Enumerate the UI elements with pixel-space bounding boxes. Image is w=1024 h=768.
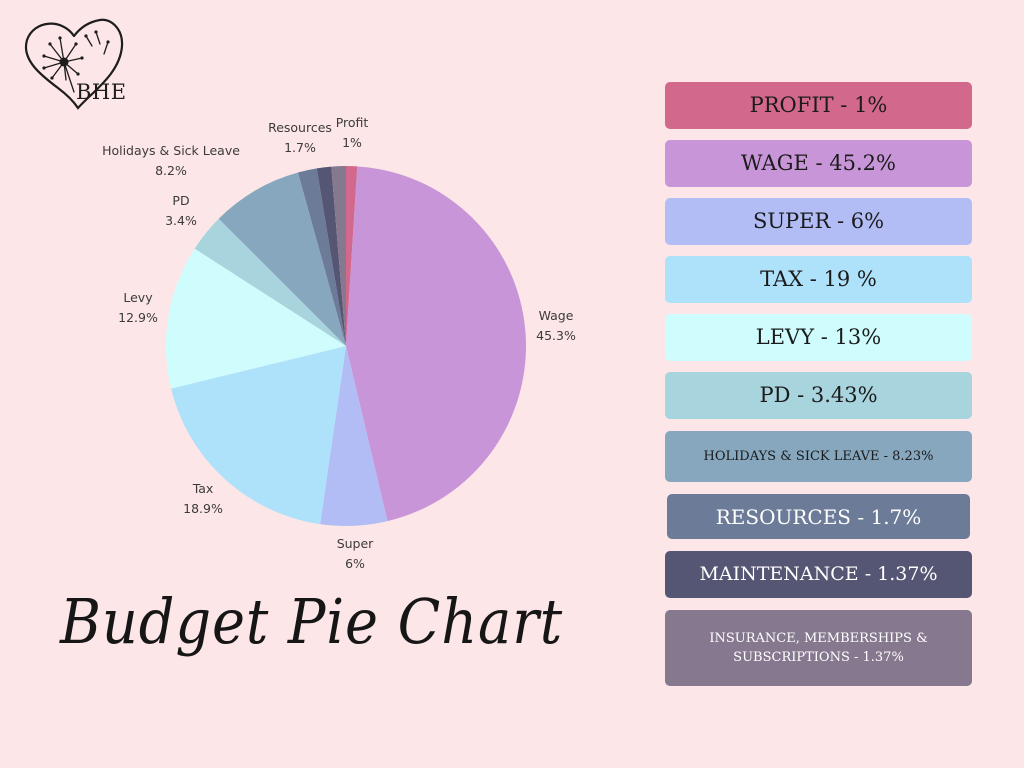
- legend-item: LEVY - 13%: [665, 314, 972, 361]
- pie-chart: Profit 1% Wage 45.3% Super 6% Tax 18.9% Levy 12.9…: [102, 115, 576, 571]
- pie-slice-wage: [346, 166, 526, 522]
- legend-item: RESOURCES - 1.7%: [667, 494, 970, 539]
- pie-label-name: PD: [172, 193, 189, 208]
- pie-slice-tax: [171, 346, 346, 525]
- legend-item: PD - 3.43%: [665, 372, 972, 419]
- pie-label-value: 1.7%: [284, 140, 316, 155]
- pie-label-value: 3.4%: [165, 213, 197, 228]
- pie-label-name: Levy: [123, 290, 153, 305]
- dandelion-heart-icon: [24, 18, 124, 110]
- legend-item: INSURANCE, MEMBERSHIPS & SUBSCRIPTIONS -…: [665, 610, 972, 686]
- pie-slice-super: [320, 346, 388, 526]
- pie-label-value: 12.9%: [118, 310, 158, 325]
- legend-item: MAINTENANCE - 1.37%: [665, 551, 972, 598]
- pie-label-value: 6%: [345, 556, 365, 571]
- logo-text: BHE: [76, 80, 127, 104]
- pie-slice-insurance-memberships-subscriptions: [331, 166, 346, 346]
- pie-label-name: Tax: [192, 481, 214, 496]
- pie-slice-resources: [297, 168, 346, 346]
- pie-slice-profit: [346, 166, 358, 346]
- legend-item: WAGE - 45.2%: [665, 140, 972, 187]
- pie-label-value: 18.9%: [183, 501, 223, 516]
- legend-item: PROFIT - 1%: [665, 82, 972, 129]
- pie-label-value: 8.2%: [155, 163, 187, 178]
- pie-label-value: 45.3%: [536, 328, 576, 343]
- pie-slice-pd: [194, 218, 346, 346]
- pie-label-name: Holidays & Sick Leave: [102, 143, 240, 158]
- pie-label-name: Resources: [268, 120, 332, 135]
- pie-slice-maintenance: [316, 166, 346, 346]
- legend-item: SUPER - 6%: [665, 198, 972, 245]
- pie-slice-levy: [166, 248, 346, 389]
- legend-item: TAX - 19 %: [665, 256, 972, 303]
- pie-label-name: Super: [337, 536, 374, 551]
- pie-slice-holidays-sick-leave: [218, 172, 346, 346]
- pie-label-name: Profit: [336, 115, 369, 130]
- pie-label-value: 1%: [342, 135, 362, 150]
- pie-label-name: Wage: [539, 308, 574, 323]
- chart-title: Budget Pie Chart: [60, 585, 564, 658]
- legend-item: HOLIDAYS & SICK LEAVE - 8.23%: [665, 431, 972, 482]
